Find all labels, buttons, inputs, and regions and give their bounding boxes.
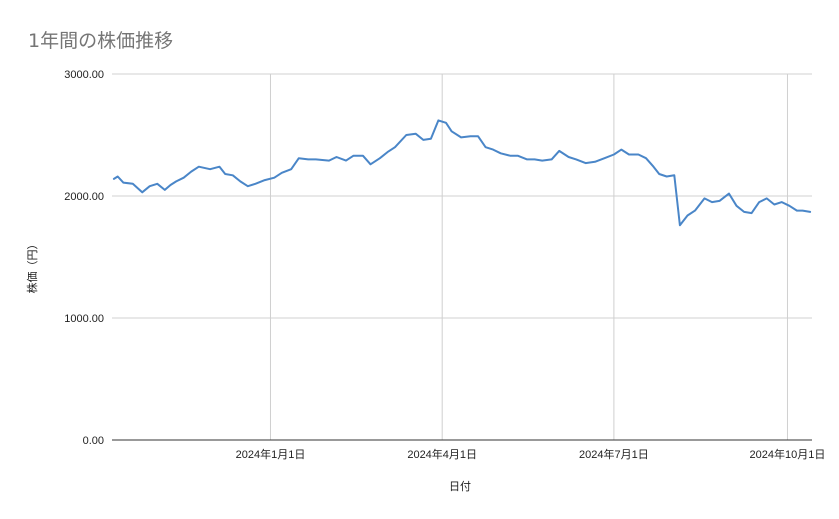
grid-lines	[112, 73, 812, 440]
x-tick-label: 2024年1月1日	[236, 447, 306, 461]
y-tick-label: 0.00	[83, 435, 104, 447]
x-tick-label: 2024年7月1日	[579, 447, 649, 461]
chart-title: 1年間の株価推移	[28, 30, 174, 52]
y-tick-label: 2000.00	[64, 191, 104, 203]
y-tick-label: 3000.00	[64, 69, 104, 81]
x-tick-label: 2024年10月1日	[750, 447, 826, 461]
y-tick-label: 1000.00	[64, 313, 104, 325]
x-axis-label: 日付	[449, 480, 471, 493]
x-tick-label: 2024年4月1日	[407, 447, 477, 461]
series-layer	[112, 119, 812, 227]
y-axis-label: 株価（円）	[25, 239, 39, 294]
tick-labels: 0.00 1000.00 2000.00 3000.00 2024年1月1日 2024年4…	[64, 69, 825, 461]
price-series-line	[112, 119, 812, 227]
